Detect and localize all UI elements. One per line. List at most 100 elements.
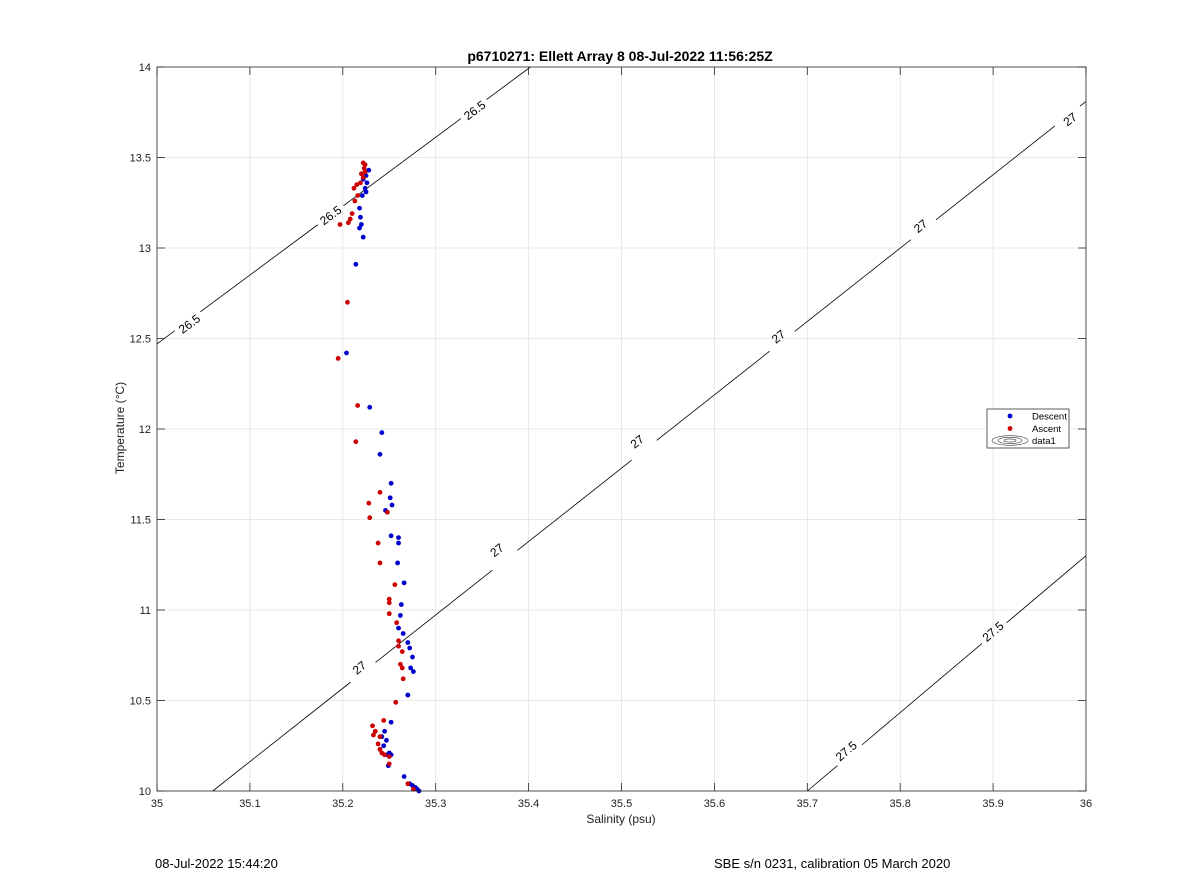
descent-point bbox=[398, 602, 404, 607]
y-axis-label: Temperature (°C) bbox=[113, 382, 127, 474]
contour-line-27 bbox=[1079, 101, 1087, 107]
descent-point bbox=[387, 495, 393, 501]
descent-point bbox=[381, 743, 387, 749]
ascent-point bbox=[394, 620, 400, 626]
x-tick-label: 35.3 bbox=[425, 798, 446, 810]
x-tick-label: 35.4 bbox=[518, 798, 539, 810]
x-tick-label: 35.9 bbox=[982, 798, 1003, 810]
ascent-point bbox=[345, 220, 351, 226]
ascent-point bbox=[358, 180, 363, 186]
descent-point bbox=[367, 404, 373, 410]
descent-point bbox=[400, 631, 406, 636]
contour-line-26.5 bbox=[156, 330, 175, 345]
descent-point bbox=[396, 540, 401, 546]
ascent-point bbox=[386, 754, 392, 760]
descent-point bbox=[389, 502, 395, 508]
descent-point bbox=[344, 350, 349, 356]
descent-point bbox=[401, 580, 407, 586]
descent-point bbox=[358, 222, 364, 227]
ascent-point bbox=[347, 216, 353, 222]
contour-line-26.5 bbox=[486, 66, 531, 100]
ascent-point bbox=[396, 638, 401, 644]
footer-date: 08-Jul-2022 15:44:20 bbox=[155, 856, 278, 871]
descent-point bbox=[364, 180, 370, 186]
ascent-point bbox=[366, 500, 372, 506]
contour-line-27.5 bbox=[807, 765, 838, 792]
y-tick-label: 11.5 bbox=[130, 515, 151, 527]
descent-point bbox=[363, 189, 369, 195]
y-tick-label: 10 bbox=[139, 786, 151, 798]
ascent-point bbox=[354, 182, 360, 188]
descent-point bbox=[366, 167, 372, 173]
descent-point bbox=[401, 774, 407, 779]
x-tick-label: 35.2 bbox=[332, 798, 353, 810]
descent-point bbox=[384, 737, 389, 743]
ascent-point bbox=[355, 193, 361, 198]
ascent-point bbox=[371, 732, 376, 738]
contour-line-26.5 bbox=[343, 118, 462, 207]
ascent-point bbox=[399, 649, 405, 655]
legend-descent-label: Descent bbox=[1032, 412, 1067, 423]
descent-point bbox=[396, 625, 401, 631]
ascent-point bbox=[392, 582, 398, 588]
ascent-point bbox=[370, 723, 375, 729]
descent-point bbox=[388, 480, 394, 486]
ascent-point bbox=[361, 165, 367, 171]
descent-point bbox=[405, 640, 411, 645]
ascent-point bbox=[381, 718, 387, 723]
descent-point bbox=[377, 451, 383, 457]
ascent-point bbox=[362, 162, 368, 168]
x-tick-label: 35.1 bbox=[239, 798, 260, 810]
legend-contour-icon bbox=[991, 435, 1029, 446]
ascent-point bbox=[384, 509, 390, 515]
y-tick-label: 12 bbox=[139, 424, 151, 436]
chart-title: p6710271: Ellett Array 8 08-Jul-2022 11:… bbox=[467, 48, 773, 64]
ascent-point bbox=[382, 752, 388, 758]
y-tick-label: 10.5 bbox=[130, 696, 151, 708]
descent-point bbox=[353, 261, 359, 267]
legend-descent-marker bbox=[1007, 413, 1013, 419]
ascent-point bbox=[352, 198, 358, 204]
descent-point bbox=[395, 560, 401, 566]
ascent-point bbox=[375, 540, 381, 546]
x-tick-label: 35.8 bbox=[889, 798, 910, 810]
x-tick-label: 35.5 bbox=[611, 798, 632, 810]
y-tick-label: 14 bbox=[139, 62, 151, 74]
descent-point bbox=[388, 719, 394, 725]
legend-ascent-label: Ascent bbox=[1032, 424, 1061, 435]
contour-line-27.5 bbox=[861, 643, 983, 746]
y-tick-label: 13 bbox=[139, 243, 151, 255]
x-tick-label: 35 bbox=[151, 798, 163, 810]
descent-point bbox=[408, 665, 414, 671]
ascent-point bbox=[377, 489, 383, 495]
x-tick-label: 35.6 bbox=[704, 798, 725, 810]
ascent-point bbox=[360, 175, 366, 180]
contour-line-27 bbox=[656, 350, 770, 441]
ascent-point bbox=[362, 169, 368, 175]
legend-box bbox=[986, 408, 1070, 449]
y-tick-label: 11 bbox=[140, 605, 151, 617]
ascent-point bbox=[335, 356, 341, 361]
descent-point bbox=[396, 535, 401, 540]
ascent-point bbox=[386, 596, 392, 602]
y-tick-label: 13.5 bbox=[130, 153, 151, 165]
descent-point bbox=[410, 654, 415, 660]
axis-ticks: 35 35.1 35.2 35.3 35.4 35.5 35.6 35.7 35.8 35.9 36… bbox=[130, 62, 1093, 810]
contour-line-27 bbox=[935, 125, 1056, 221]
descent-point bbox=[379, 430, 385, 436]
descent-point bbox=[359, 193, 365, 198]
ascent-point bbox=[345, 299, 350, 305]
ascent-point bbox=[377, 734, 383, 740]
y-tick-label: 12.5 bbox=[130, 334, 151, 346]
descent-point bbox=[397, 613, 403, 618]
descent-point bbox=[411, 669, 416, 674]
ascent-point bbox=[349, 211, 355, 217]
footer-calibration: SBE s/n 0231, calibration 05 March 2020 bbox=[714, 856, 951, 871]
x-tick-label: 35.7 bbox=[797, 798, 818, 810]
contour-line-27.5 bbox=[1006, 555, 1087, 624]
legend-data1-label: data1 bbox=[1032, 436, 1056, 447]
ascent-point bbox=[411, 786, 416, 792]
ascent-point bbox=[400, 676, 406, 682]
descent-point bbox=[358, 214, 363, 220]
contour-line-27 bbox=[794, 239, 912, 332]
